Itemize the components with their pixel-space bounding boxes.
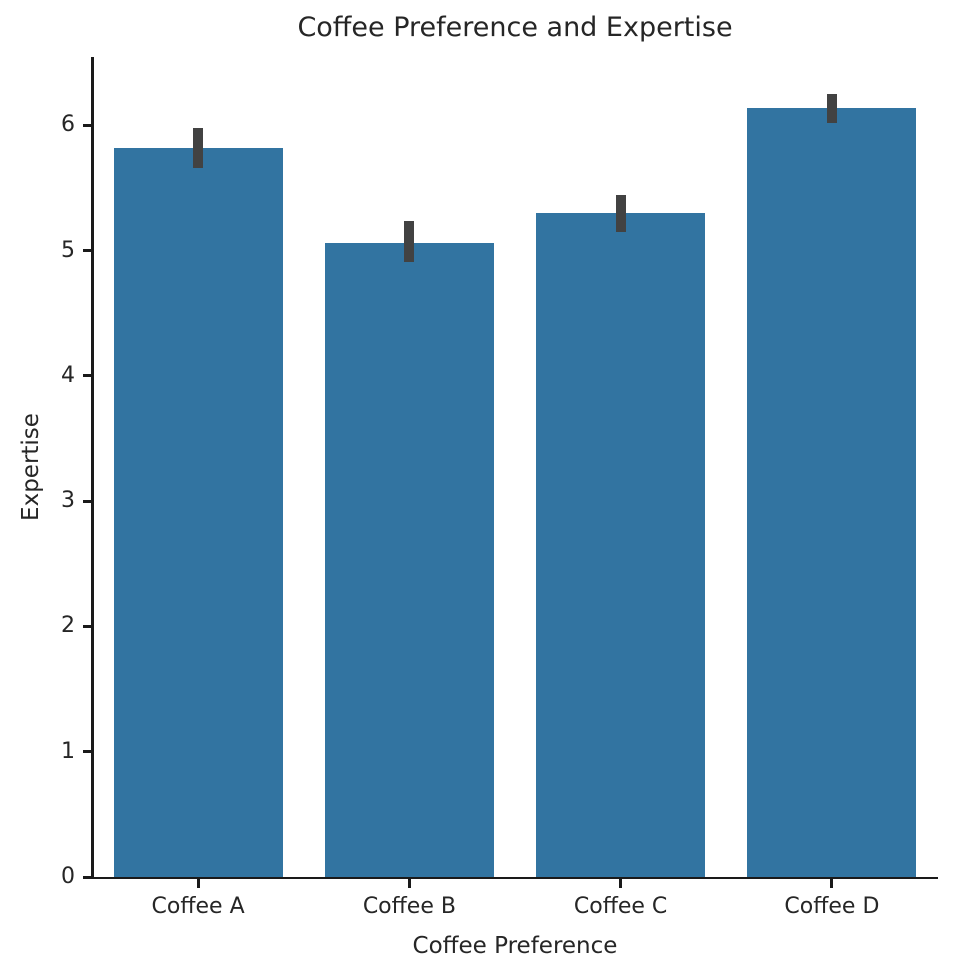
y-tick-mark [83, 374, 92, 378]
bar-coffee-d [747, 107, 917, 877]
x-axis-spine [91, 876, 938, 879]
y-tick-label: 2 [61, 613, 75, 639]
x-tick-label: Coffee C [573, 894, 668, 919]
chart-title: Coffee Preference and Expertise [297, 12, 733, 43]
y-tick-label: 0 [61, 864, 75, 889]
y-axis-spine [91, 57, 94, 879]
y-tick-label: 5 [61, 237, 75, 263]
bar-coffee-c [536, 213, 706, 877]
x-tick-mark [830, 879, 834, 888]
error-bar-coffee-c [615, 195, 626, 232]
y-tick-mark [83, 750, 92, 754]
error-bar-coffee-b [404, 220, 415, 262]
y-tick-mark [83, 249, 92, 253]
bar-coffee-b [324, 243, 494, 877]
y-tick-label: 6 [61, 112, 75, 138]
bar-coffee-a [113, 147, 283, 877]
x-tick-mark [407, 879, 411, 888]
x-tick-mark [196, 879, 200, 888]
y-tick-mark [83, 624, 92, 628]
x-axis-label: Coffee Preference [412, 933, 618, 959]
error-bar-coffee-a [193, 127, 204, 168]
error-bar-coffee-d [826, 94, 837, 123]
y-tick-label: 4 [61, 362, 75, 388]
x-tick-mark [619, 879, 623, 888]
y-tick-label: 3 [61, 488, 75, 514]
y-tick-mark [83, 499, 92, 503]
x-tick-label: Coffee D [784, 894, 880, 919]
x-tick-label: Coffee B [362, 894, 456, 919]
y-tick-mark [83, 123, 92, 127]
y-tick-label: 1 [61, 738, 75, 764]
y-tick-mark [83, 875, 92, 879]
x-tick-label: Coffee A [151, 894, 245, 919]
